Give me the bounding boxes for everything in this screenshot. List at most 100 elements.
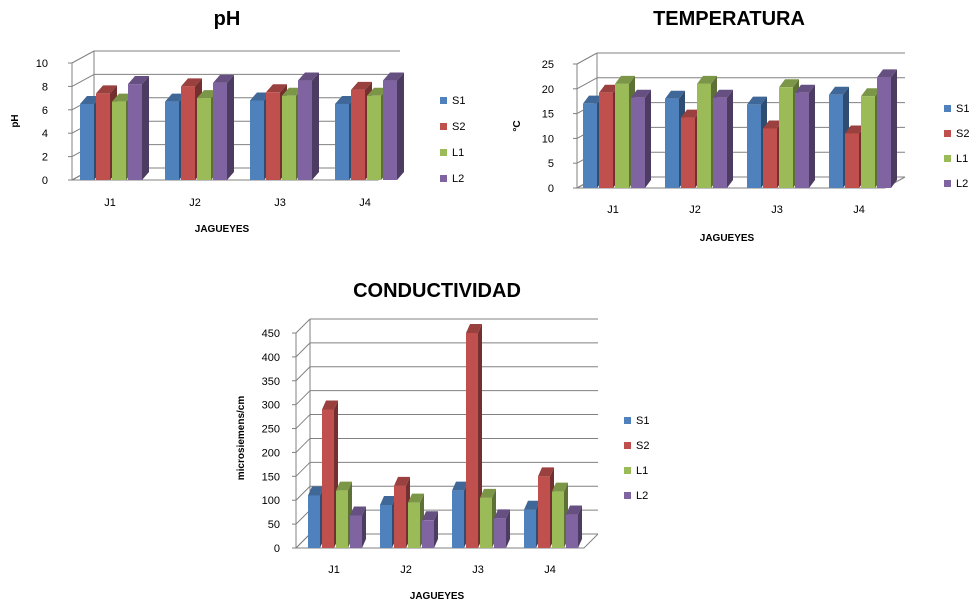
x-axis-label: JAGUEYES [700, 233, 755, 244]
gridline-side [576, 77, 598, 90]
bar-top [615, 75, 635, 84]
y-tick-label: 0 [274, 543, 280, 555]
y-tick-label: 5 [548, 158, 554, 170]
bar-l2-j2 [713, 97, 727, 188]
bar-l2-j3 [795, 92, 809, 188]
bar-top [96, 85, 117, 94]
legend-swatch [440, 97, 447, 104]
bar-side [478, 324, 482, 548]
y-tick-label: 6 [42, 105, 48, 117]
y-tick-label: 15 [542, 109, 554, 121]
y-tick-label: 250 [262, 424, 280, 436]
bar-s1-j1 [308, 495, 320, 548]
bar-l2-j2 [422, 520, 434, 548]
bar-l1-j3 [779, 87, 793, 188]
bar-l2-j1 [350, 515, 362, 548]
bar-top [566, 505, 582, 515]
legend-swatch [624, 442, 631, 449]
bar-top [538, 467, 554, 477]
bar-top [394, 476, 410, 486]
bar-top [213, 74, 234, 83]
bar-l1-j2 [408, 502, 420, 548]
legend-label: L1 [956, 153, 968, 165]
bar-top [681, 109, 701, 118]
x-axis-label: JAGUEYES [195, 224, 250, 235]
legend-label: S2 [452, 121, 465, 133]
bar-top [282, 87, 303, 96]
legend-label: L2 [452, 173, 464, 185]
bar-s1-j2 [165, 101, 179, 180]
bar-top [631, 89, 651, 98]
bar-l1-j1 [615, 83, 629, 188]
floor-edge-right [583, 533, 599, 549]
y-tick-label: 10 [542, 133, 554, 145]
x-tick-label: J3 [472, 564, 484, 576]
x-tick-label: J4 [544, 564, 556, 576]
bar-l1-j1 [336, 490, 348, 548]
bar-s2-j4 [351, 89, 365, 180]
legend-swatch [944, 105, 951, 112]
bar-side [397, 72, 404, 180]
x-tick-label: J4 [359, 197, 371, 209]
y-tick-label: 4 [42, 128, 48, 140]
bar-top [795, 84, 815, 93]
x-tick-label: J1 [104, 197, 116, 209]
bar-top [80, 95, 101, 104]
y-tick-label: 20 [542, 84, 554, 96]
bar-l2-j1 [631, 97, 645, 188]
y-tick-label: 0 [548, 183, 554, 195]
bar-s1-j2 [380, 505, 392, 548]
legend-swatch [624, 417, 631, 424]
bar-side [578, 505, 582, 548]
gridline-side [295, 414, 311, 429]
legend-label: L1 [452, 147, 464, 159]
bar-top [181, 78, 202, 87]
bar-s1-j4 [829, 94, 843, 188]
bar-top [779, 79, 799, 88]
bar-top [351, 81, 372, 90]
gridline-side [295, 509, 311, 525]
bar-top [763, 120, 783, 129]
bar-top [697, 75, 717, 84]
bar-s2-j2 [181, 86, 195, 180]
x-tick-label: J3 [771, 204, 783, 216]
bar-s1-j3 [747, 104, 761, 188]
y-tick-label: 2 [42, 152, 48, 164]
bar-top [747, 96, 767, 105]
chart-title: TEMPERATURA [653, 8, 805, 30]
bar-s1-j4 [335, 103, 349, 180]
legend-label: S2 [956, 128, 969, 140]
bar-s2-j3 [266, 92, 280, 180]
bar-side [312, 72, 319, 180]
legend-label: S1 [452, 95, 465, 107]
legend-swatch [440, 123, 447, 130]
legend-swatch [440, 175, 447, 182]
bar-top [350, 506, 366, 516]
bar-top [250, 92, 271, 101]
bar-l2-j2 [213, 82, 227, 180]
y-tick-label: 100 [262, 495, 280, 507]
gridline-side [71, 73, 95, 87]
y-tick-label: 0 [42, 175, 48, 187]
gridline-side [295, 533, 311, 549]
bar-s1-j2 [665, 98, 679, 188]
bar-side [645, 89, 651, 188]
legend-label: S2 [636, 440, 649, 452]
bar-s2-j3 [763, 128, 777, 188]
bar-s2-j4 [538, 476, 550, 548]
bar-l1-j3 [480, 497, 492, 548]
gridline-side [295, 390, 311, 406]
bar-top [336, 481, 352, 491]
x-tick-label: J3 [274, 197, 286, 209]
legend-swatch [440, 149, 447, 156]
bar-top [335, 95, 356, 104]
bar-top [452, 481, 468, 491]
bar-l1-j2 [197, 98, 211, 180]
bar-top [383, 72, 404, 81]
bar-top [128, 76, 149, 85]
x-tick-label: J1 [328, 564, 340, 576]
bar-l2-j4 [877, 77, 891, 188]
gridline-side [295, 342, 311, 358]
legend-swatch [624, 492, 631, 499]
